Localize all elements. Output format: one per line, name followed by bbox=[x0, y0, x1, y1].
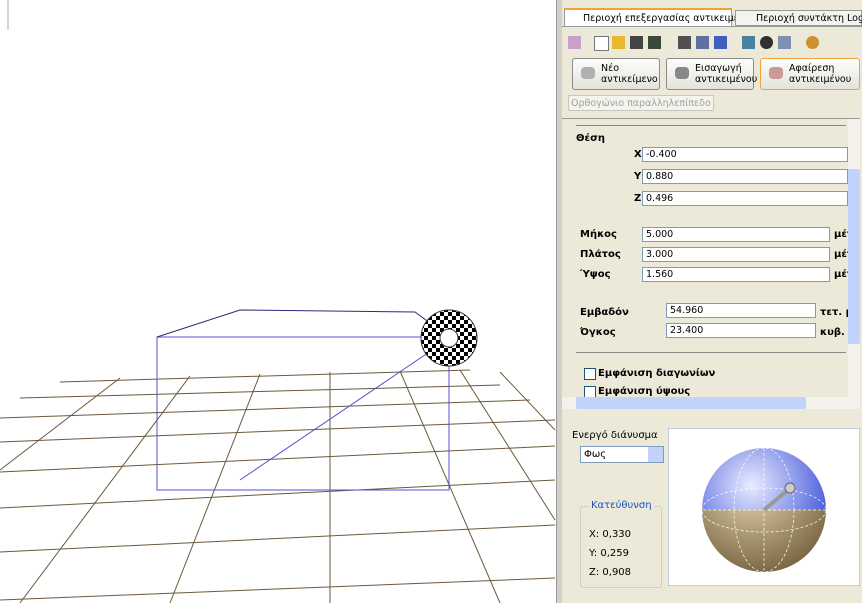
vertical-scrollbar[interactable] bbox=[848, 119, 860, 397]
field-label: Ύψος bbox=[580, 269, 611, 280]
dropdown-arrow[interactable] bbox=[648, 447, 663, 462]
toolbar-button[interactable] bbox=[760, 36, 773, 49]
toolbar-button[interactable] bbox=[630, 36, 643, 49]
toolbar-button[interactable] bbox=[678, 36, 691, 49]
input-value: 23.400 bbox=[670, 325, 704, 336]
text-input[interactable]: 3.000 bbox=[642, 247, 830, 262]
side-panel: Περιοχή επεξεργασίας αντικειμένων Περιοχ… bbox=[562, 0, 862, 603]
toolbar-button[interactable] bbox=[594, 36, 609, 51]
tab-label: Περιοχή επεξεργασίας αντικειμένων bbox=[583, 13, 758, 24]
text-input[interactable]: 23.400 bbox=[666, 323, 816, 338]
unit-label: κυβ. μ bbox=[820, 327, 856, 338]
section-label: Θέση bbox=[576, 133, 605, 144]
input-value: 54.960 bbox=[670, 305, 704, 316]
tab[interactable]: Περιοχή συντάκτη Logo bbox=[735, 10, 862, 26]
input-value: 5.000 bbox=[646, 229, 674, 240]
component-value: X: 0,330 bbox=[589, 529, 632, 540]
tab[interactable]: Περιοχή επεξεργασίας αντικειμένων bbox=[564, 8, 758, 26]
scroll-thumb[interactable] bbox=[848, 169, 860, 344]
field-label: Ενεργό διάνυσμα bbox=[572, 430, 658, 441]
component-value: Y: 0,259 bbox=[589, 548, 629, 559]
text-input[interactable]: -0.400 bbox=[642, 147, 848, 162]
checkbox-label: Εμφάνιση ύψους bbox=[598, 386, 691, 397]
field-label: Μήκος bbox=[580, 229, 617, 240]
toolbar-button[interactable] bbox=[778, 36, 791, 49]
toolbar-button[interactable] bbox=[806, 36, 819, 49]
dropdown-text: Φως bbox=[584, 449, 607, 460]
button[interactable]: Νέο αντικείμενο bbox=[572, 58, 660, 90]
direction-sphere[interactable] bbox=[668, 428, 860, 586]
viewport bbox=[0, 0, 556, 603]
unit-label: τετ. μ bbox=[820, 307, 853, 318]
input-value: 0.496 bbox=[646, 193, 674, 204]
horizontal-scrollbar[interactable] bbox=[562, 397, 860, 409]
toolbar-button[interactable] bbox=[742, 36, 755, 49]
separator bbox=[576, 125, 846, 126]
dropdown-text: Ορθογώνιο παραλληλεπίπεδο bbox=[571, 98, 711, 109]
checkbox-label: Εμφάνιση διαγωνίων bbox=[598, 368, 716, 379]
input-value: 3.000 bbox=[646, 249, 674, 260]
toolbar-button[interactable] bbox=[612, 36, 625, 49]
component-value: Z: 0,908 bbox=[589, 567, 632, 578]
splitter[interactable] bbox=[556, 0, 563, 603]
input-value: 1.560 bbox=[646, 269, 674, 280]
field-label: Όγκος bbox=[580, 327, 616, 338]
unit-label: μέτ bbox=[834, 229, 854, 240]
text-input[interactable]: 1.560 bbox=[642, 267, 830, 282]
tab-label: Περιοχή συντάκτη Logo bbox=[756, 13, 862, 24]
toolbar-button[interactable] bbox=[648, 36, 661, 49]
group-title: Κατεύθυνση bbox=[589, 500, 654, 511]
button-label: Αφαίρεση αντικειμένου bbox=[789, 63, 852, 85]
button[interactable]: Εισαγωγή αντικειμένου bbox=[666, 58, 758, 90]
field-label: X bbox=[634, 149, 642, 160]
text-input[interactable]: 0.496 bbox=[642, 191, 848, 206]
text-input[interactable]: 5.000 bbox=[642, 227, 830, 242]
input-value: -0.400 bbox=[646, 149, 677, 160]
toolbar-button[interactable] bbox=[714, 36, 727, 49]
text-input[interactable]: 54.960 bbox=[666, 303, 816, 318]
vector-dropdown[interactable]: Φως bbox=[580, 446, 664, 463]
properties-panel: Θέση X -0.400 Y 0.880 Z 0.496 Μήκος 5.00… bbox=[562, 118, 860, 409]
field-label: Y bbox=[634, 171, 642, 182]
scroll-thumb[interactable] bbox=[576, 397, 806, 409]
field-label: Z bbox=[634, 193, 642, 204]
separator bbox=[576, 352, 846, 353]
object-type-dropdown[interactable]: Ορθογώνιο παραλληλεπίπεδο bbox=[568, 95, 714, 111]
input-value: 0.880 bbox=[646, 171, 674, 182]
tab-border bbox=[562, 26, 862, 27]
field-label: Πλάτος bbox=[580, 249, 621, 260]
button-label: Νέο αντικείμενο bbox=[601, 63, 658, 85]
group-box: Κατεύθυνση X: 0,330 Y: 0,259 Z: 0,908 bbox=[580, 500, 662, 588]
field-label: Εμβαδόν bbox=[580, 307, 629, 318]
unit-label: μέτ bbox=[834, 269, 854, 280]
button-label: Εισαγωγή αντικειμένου bbox=[695, 63, 758, 85]
button[interactable]: Αφαίρεση αντικειμένου bbox=[760, 58, 860, 90]
unit-label: μέτ bbox=[834, 249, 854, 260]
toolbar-button[interactable] bbox=[696, 36, 709, 49]
text-input[interactable]: 0.880 bbox=[642, 169, 848, 184]
checkbox[interactable] bbox=[584, 368, 596, 380]
toolbar-button[interactable] bbox=[568, 36, 581, 49]
